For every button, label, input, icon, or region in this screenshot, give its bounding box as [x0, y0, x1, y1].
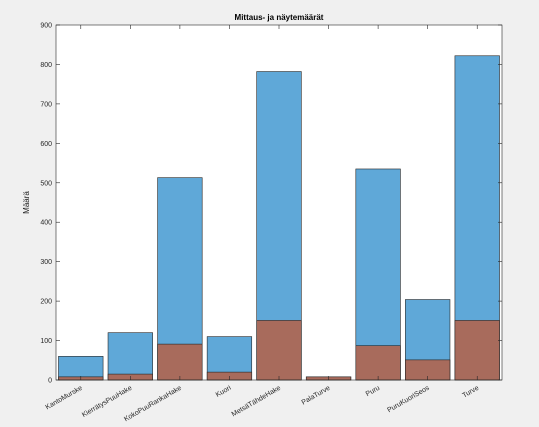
y-tick-label-600: 600: [40, 141, 52, 148]
y-tick-label-900: 900: [40, 23, 52, 30]
bars-layer: [58, 55, 500, 381]
chart-title: Mittaus- ja näytemäärät: [235, 13, 324, 22]
y-tick-label-400: 400: [40, 220, 52, 227]
bar-series2-puru: [355, 345, 401, 381]
bar-series1-puru: [355, 168, 401, 381]
y-tick-label-300: 300: [40, 259, 52, 266]
bar-series2-kokopuurankahake: [157, 343, 203, 381]
y-tick-label-200: 200: [40, 299, 52, 306]
y-axis-label: Määrä: [22, 191, 31, 214]
bar-series2-turve: [454, 320, 500, 381]
bar-series2-metsätähdehake: [256, 320, 302, 381]
y-tick-label-500: 500: [40, 180, 52, 187]
y-tick-label-700: 700: [40, 101, 52, 108]
y-tick-label-0: 0: [48, 378, 52, 385]
bar-series1-kierrätyspuuhake: [107, 332, 153, 381]
y-tick-label-800: 800: [40, 62, 52, 69]
y-tick-label-100: 100: [40, 338, 52, 345]
